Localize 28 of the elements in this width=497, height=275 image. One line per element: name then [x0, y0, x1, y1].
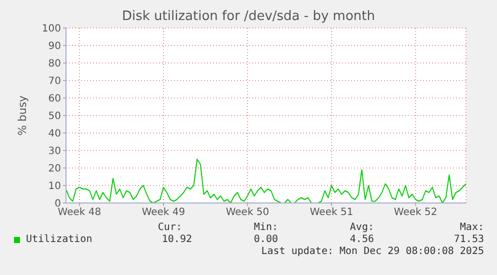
- y-tick-label: 70: [48, 76, 61, 88]
- text: 10.92: [162, 234, 192, 245]
- x-tick-label: Week 51: [310, 207, 354, 218]
- y-tick-label: 0: [54, 198, 61, 210]
- text: Min:: [254, 222, 278, 233]
- chart-title: Disk utilization for /dev/sda - by month: [121, 9, 376, 24]
- text: Avg:: [350, 222, 374, 233]
- x-tick-label: Week 48: [58, 207, 102, 218]
- x-tick-label: Week 49: [142, 207, 186, 218]
- text: 4.56: [350, 234, 374, 245]
- text: Max:: [460, 222, 484, 233]
- text: 0.00: [254, 234, 278, 245]
- y-tick-label: 80: [48, 58, 61, 70]
- x-tick-label: Week 52: [394, 207, 438, 218]
- y-tick-label: 10: [48, 181, 61, 192]
- text: 71.53: [454, 234, 484, 245]
- y-tick-label: 60: [48, 94, 61, 105]
- y-tick-label: 100: [42, 24, 61, 35]
- y-tick-label: 90: [48, 41, 61, 52]
- y-tick-label: 50: [48, 111, 61, 122]
- legend-label: Utilization: [26, 234, 92, 245]
- x-tick-label: Week 50: [226, 207, 270, 218]
- y-tick-label: 30: [48, 146, 61, 158]
- y-tick-label: 40: [48, 128, 61, 140]
- y-tick-label: 20: [48, 164, 61, 175]
- y-axis-title: % busy: [16, 94, 29, 136]
- text: Cur:: [158, 222, 182, 233]
- text: Last update: Mon Dec 29 08:00:08 2025: [261, 246, 484, 257]
